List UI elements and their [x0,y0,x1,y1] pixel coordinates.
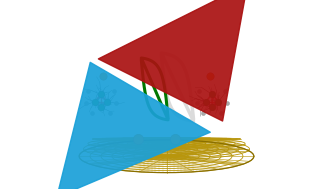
Point [203,100,208,103]
Point [98,106,104,109]
Point [222,89,227,92]
Point [89,111,95,114]
Point [84,102,89,105]
Point [209,93,215,96]
Point [100,75,106,78]
Point [113,102,118,105]
Point [209,106,215,109]
Point [216,100,221,103]
Point [136,137,141,140]
Point [108,111,113,114]
Point [105,100,110,103]
Point [92,100,97,103]
Point [111,89,117,92]
Point [200,111,205,114]
Point [195,102,200,105]
Point [224,102,229,105]
Point [196,89,202,92]
Point [218,111,224,114]
Point [207,75,213,78]
Point [98,93,104,96]
Point [86,89,91,92]
Point [172,137,177,140]
